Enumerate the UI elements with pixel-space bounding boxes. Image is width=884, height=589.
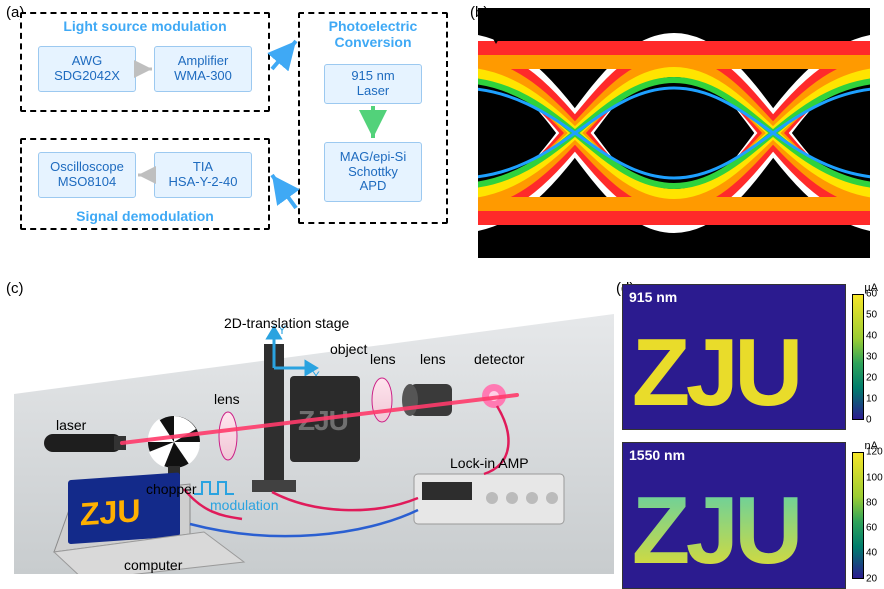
lbl-laser: laser bbox=[56, 417, 87, 433]
zju-1550-img: ZJU 1550 nm bbox=[622, 442, 846, 588]
comp-lens2 bbox=[372, 378, 392, 422]
node-tia-l1: TIA bbox=[193, 160, 213, 175]
panel-c-setup: Y X ZJU bbox=[14, 284, 614, 574]
wl-1550: 1550 nm bbox=[629, 447, 685, 463]
node-amp-l2: WMA-300 bbox=[174, 69, 232, 84]
eye-hscale: 400 ns bbox=[818, 237, 858, 252]
lbl-detector: detector bbox=[474, 351, 525, 367]
lbl-lockin: Lock-in AMP bbox=[450, 455, 529, 471]
wl-915: 915 nm bbox=[629, 289, 677, 305]
eye-vscale: 100 mV bbox=[490, 14, 552, 44]
svg-text:ZJU: ZJU bbox=[632, 478, 799, 584]
node-laser: 915 nm Laser bbox=[324, 64, 422, 104]
lbl-lens2: lens bbox=[370, 351, 396, 367]
lbl-lens3: lens bbox=[420, 351, 446, 367]
eye-svg bbox=[478, 8, 870, 258]
node-osc-l1: Oscilloscope bbox=[50, 160, 124, 175]
group-conversion-title: Photoelectric Conversion bbox=[300, 18, 446, 50]
cbar-915: µA 0102030405060 bbox=[852, 284, 870, 430]
eye-vscale-label: 100 mV bbox=[506, 22, 552, 37]
node-apd-l2: Schottky bbox=[348, 165, 398, 180]
node-osc: Oscilloscope MSO8104 bbox=[38, 152, 136, 198]
group-demodulation-title: Signal demodulation bbox=[22, 208, 268, 224]
node-laser-l1: 915 nm bbox=[351, 69, 394, 84]
node-apd-l1: MAG/epi-Si bbox=[340, 150, 406, 165]
panel-a-diagram: Light source modulation Photoelectric Co… bbox=[14, 8, 464, 278]
node-amp-l1: Amplifier bbox=[178, 54, 229, 69]
lbl-stage: 2D-translation stage bbox=[224, 315, 350, 331]
lbl-lens1: lens bbox=[214, 391, 240, 407]
comp-lockin bbox=[414, 474, 564, 524]
svg-text:ZJU: ZJU bbox=[632, 320, 799, 426]
node-laser-l2: Laser bbox=[357, 84, 390, 99]
node-awg-l2: SDG2042X bbox=[54, 69, 120, 84]
node-tia-l2: HSA-Y-2-40 bbox=[169, 175, 238, 190]
node-tia: TIA HSA-Y-2-40 bbox=[154, 152, 252, 198]
node-amp: Amplifier WMA-300 bbox=[154, 46, 252, 92]
lbl-computer: computer bbox=[124, 557, 183, 573]
group-modulation-title: Light source modulation bbox=[22, 18, 268, 34]
comp-laser bbox=[44, 434, 126, 452]
d-1550: ZJU 1550 nm nA 20406080100120 bbox=[622, 442, 870, 588]
d-915: ZJU 915 nm µA 0102030405060 bbox=[622, 284, 870, 430]
lbl-modulation: modulation bbox=[210, 497, 279, 513]
comp-lens3 bbox=[402, 384, 452, 416]
cbar-1550: nA 20406080100120 bbox=[852, 442, 870, 588]
node-apd: MAG/epi-Si Schottky APD bbox=[324, 142, 422, 202]
comp-lens1 bbox=[219, 412, 237, 460]
arrow-apd-demod bbox=[272, 175, 296, 208]
node-awg-l1: AWG bbox=[72, 54, 103, 69]
panel-b-eye: 100 mV 400 ns bbox=[478, 8, 870, 258]
zju-915-img: ZJU 915 nm bbox=[622, 284, 846, 430]
panel-d: ZJU 915 nm µA 0102030405060 ZJU 1550 nm bbox=[622, 284, 870, 574]
node-apd-l3: APD bbox=[360, 179, 387, 194]
lbl-chopper: chopper bbox=[146, 481, 197, 497]
arrow-amp-conv bbox=[272, 41, 296, 69]
node-awg: AWG SDG2042X bbox=[38, 46, 136, 92]
node-osc-l2: MSO8104 bbox=[58, 175, 117, 190]
laptop-screen-text: ZJU bbox=[80, 492, 140, 532]
lbl-object: object bbox=[330, 341, 367, 357]
setup-svg: Y X ZJU bbox=[14, 284, 614, 574]
